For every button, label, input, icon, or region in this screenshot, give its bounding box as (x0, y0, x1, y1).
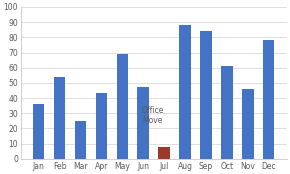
Bar (221, 66, 233, 159)
Text: Office
Move: Office Move (142, 106, 164, 125)
Bar (75, 121, 86, 159)
Bar (158, 147, 170, 159)
Bar (242, 89, 253, 159)
Bar (137, 87, 149, 159)
Bar (117, 54, 128, 159)
Bar (96, 93, 107, 159)
Bar (263, 40, 274, 159)
Bar (179, 25, 191, 159)
Bar (33, 104, 44, 159)
Bar (200, 31, 212, 159)
Bar (54, 77, 65, 159)
